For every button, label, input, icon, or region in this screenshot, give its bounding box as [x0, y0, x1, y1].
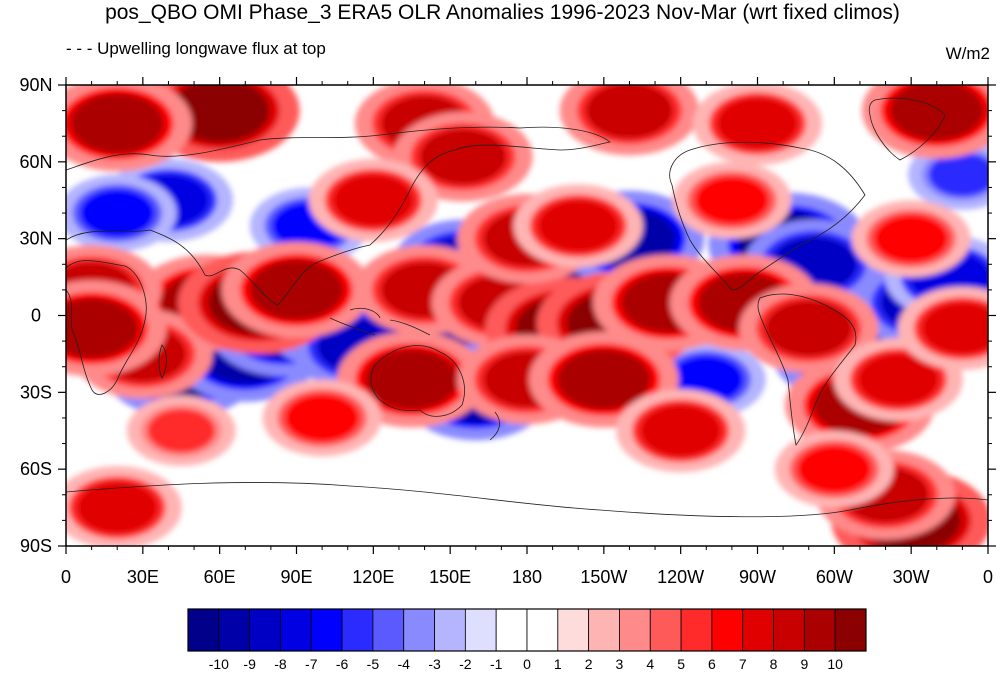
lat-tick-label: 0	[31, 306, 41, 326]
colorbar-frame	[187, 608, 867, 652]
anomaly-field	[66, 85, 988, 546]
colorbar-label: 4	[646, 656, 654, 672]
anomaly-core	[66, 298, 139, 359]
colorbar-swatch	[310, 608, 343, 652]
map-axes: 90N 60N 30N 0 30S 60S 90S 0 30E 60E 90E 120E 150E 180…	[19, 75, 996, 587]
anomaly-core	[765, 300, 853, 357]
anomaly-shading	[66, 85, 988, 546]
colorbar-label: -10	[209, 656, 229, 672]
anomaly-core	[797, 445, 872, 494]
colorbar-label: 6	[708, 656, 716, 672]
colorbar-label: -6	[336, 656, 349, 672]
colorbar-label: 9	[800, 656, 808, 672]
colorbar-label: 2	[585, 656, 593, 672]
lon-tick-label: 30W	[893, 567, 930, 587]
lon-tick-label: 120W	[657, 567, 704, 587]
colorbar-swatch	[434, 608, 466, 652]
colorbar-label: -3	[428, 656, 441, 672]
colorbar-swatch	[372, 608, 405, 652]
anomaly-core	[364, 349, 459, 410]
anomaly-core	[332, 174, 414, 227]
lon-tick-label: 0	[983, 567, 993, 587]
colorbar-swatch	[341, 608, 374, 652]
colorbar-swatch	[773, 608, 805, 652]
colorbar-label: 10	[827, 656, 843, 672]
anomaly-core	[873, 214, 949, 263]
lon-tick-label: 150E	[429, 567, 471, 587]
colorbar-label: 7	[739, 656, 747, 672]
anomaly-core	[922, 302, 988, 355]
colorbar-swatch	[495, 608, 528, 652]
colorbar-swatch	[464, 608, 497, 652]
colorbar-label: 3	[616, 656, 624, 672]
anomaly-core	[694, 176, 770, 225]
anomaly-core	[249, 259, 344, 320]
colorbar-label: -8	[274, 656, 287, 672]
lon-tick-label: 120E	[352, 567, 394, 587]
colorbar-label: -1	[490, 656, 503, 672]
lon-tick-label: 150W	[580, 567, 627, 587]
anomaly-core	[557, 349, 651, 410]
anomaly-core	[928, 152, 988, 197]
colorbar-swatch	[526, 608, 559, 652]
anomaly-core	[169, 85, 270, 143]
colorbar-label: 0	[523, 656, 531, 672]
colorbar-swatch	[711, 608, 744, 652]
colorbar-swatch	[218, 608, 251, 652]
lat-tick-label: 30S	[20, 382, 52, 402]
lon-tick-label: 90W	[739, 567, 776, 587]
colorbar-swatch	[588, 608, 620, 652]
anomaly-core	[537, 199, 619, 252]
colorbar-label: 1	[554, 656, 562, 672]
anomaly-core	[585, 85, 674, 139]
lon-tick-label: 180	[512, 567, 542, 587]
colorbar-swatch	[803, 608, 836, 652]
lon-tick-label: 30E	[127, 567, 159, 587]
colorbar-swatch	[187, 608, 220, 652]
units-label: W/m2	[945, 44, 990, 63]
colorbar-swatch	[557, 608, 590, 652]
colorbar-label: -4	[398, 656, 411, 672]
anomaly-core	[717, 97, 798, 150]
colorbar-label: 8	[770, 656, 778, 672]
colorbar-label: -5	[367, 656, 380, 672]
lon-tick-label: 60E	[204, 567, 236, 587]
lon-tick-label: 0	[61, 567, 71, 587]
colorbar: -10 -9 -8 -7 -6 -5 -4 -3 -2 -1 0 1 2 3 4 5 6 7 8 9 10	[187, 608, 867, 672]
anomaly-core	[889, 85, 984, 141]
anomaly-core	[857, 353, 939, 406]
colorbar-swatch	[619, 608, 651, 652]
anomaly-core	[640, 404, 722, 457]
anomaly-core	[80, 189, 155, 238]
colorbar-label: -9	[243, 656, 256, 672]
colorbar-swatch	[680, 608, 713, 652]
colorbar-swatch	[280, 608, 312, 652]
colorbar-swatch	[834, 608, 867, 652]
coastlines	[66, 97, 988, 518]
lon-tick-label: 90E	[280, 567, 312, 587]
lat-tick-label: 90N	[19, 75, 52, 95]
anomaly-core	[76, 481, 158, 534]
colorbar-swatch	[742, 608, 774, 652]
anomaly-core	[284, 393, 360, 442]
colorbar-label: 5	[677, 656, 685, 672]
lat-tick-label: 90S	[20, 536, 52, 556]
lon-tick-label: 60W	[816, 567, 853, 587]
colorbar-label: -7	[305, 656, 318, 672]
colorbar-swatch	[649, 608, 682, 652]
colorbar-label: -2	[459, 656, 472, 672]
plot-title: pos_QBO OMI Phase_3 ERA5 OLR Anomalies 1…	[105, 1, 900, 24]
anomaly-core	[70, 93, 165, 154]
colorbar-swatch	[249, 608, 281, 652]
lat-tick-label: 60N	[19, 152, 52, 172]
anomaly-core	[147, 408, 216, 453]
colorbar-swatch	[403, 608, 435, 652]
lat-tick-label: 30N	[19, 229, 52, 249]
anomaly-core	[419, 128, 507, 185]
plot-subtitle: - - - Upwelling longwave flux at top	[66, 39, 326, 58]
lat-tick-label: 60S	[20, 459, 52, 479]
